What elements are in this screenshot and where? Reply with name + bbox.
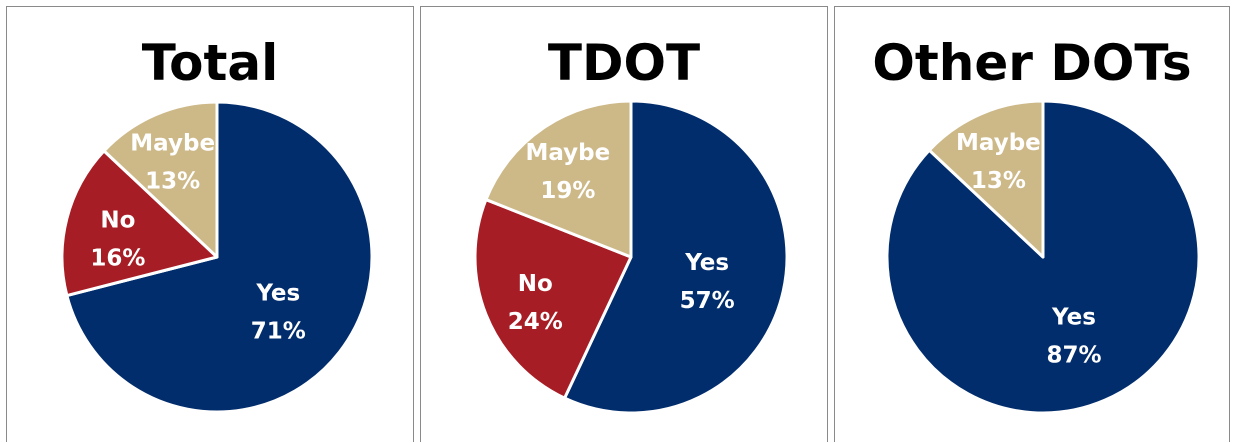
slice-value-yes: 71%: [251, 319, 306, 345]
slice-label-yes: Yes: [1051, 305, 1096, 331]
pie-slice-yes: [563, 99, 789, 415]
slice-label-maybe: Maybe: [525, 140, 610, 166]
slice-value-no: 24%: [508, 309, 563, 335]
slice-label-yes: Yes: [255, 281, 300, 307]
slice-value-no: 16%: [90, 246, 145, 272]
slice-label-no: No: [100, 208, 135, 234]
pie-slice-no: [473, 198, 633, 400]
slice-value-yes: 57%: [680, 288, 735, 314]
chart-title: TDOT: [547, 34, 701, 92]
pie-chart-tdot: Yes 57% No 24% Maybe 19%: [473, 99, 789, 415]
slice-label-maybe: Maybe: [956, 130, 1041, 156]
pie-slice-no: [60, 149, 219, 298]
pie-panel-total: Total Yes 71% No 16% Maybe 13%: [6, 6, 414, 442]
slice-label-maybe: Maybe: [130, 131, 215, 157]
chart-title: Other DOTs: [872, 34, 1192, 92]
pie-panel-other-dots: Other DOTs Yes 87% Maybe 13%: [834, 6, 1230, 442]
pie-panel-tdot: TDOT Yes 57% No 24% Maybe 19%: [420, 6, 828, 442]
pie-slice-maybe: [484, 99, 633, 259]
slice-label-yes: Yes: [684, 250, 729, 276]
slice-value-yes: 87%: [1046, 343, 1101, 369]
slice-value-maybe: 13%: [145, 169, 200, 195]
pie-chart-total: Yes 71% No 16% Maybe 13%: [60, 100, 374, 414]
pie-slice-maybe: [927, 99, 1045, 259]
pie-slice-yes: [65, 100, 374, 414]
slice-label-no: No: [518, 271, 553, 297]
slice-value-maybe: 19%: [540, 178, 595, 204]
chart-title: Total: [141, 34, 279, 92]
slice-value-maybe: 13%: [971, 168, 1026, 194]
pie-chart-other-dots: Yes 87% Maybe 13%: [885, 99, 1201, 415]
pie-slice-maybe: [102, 100, 219, 259]
